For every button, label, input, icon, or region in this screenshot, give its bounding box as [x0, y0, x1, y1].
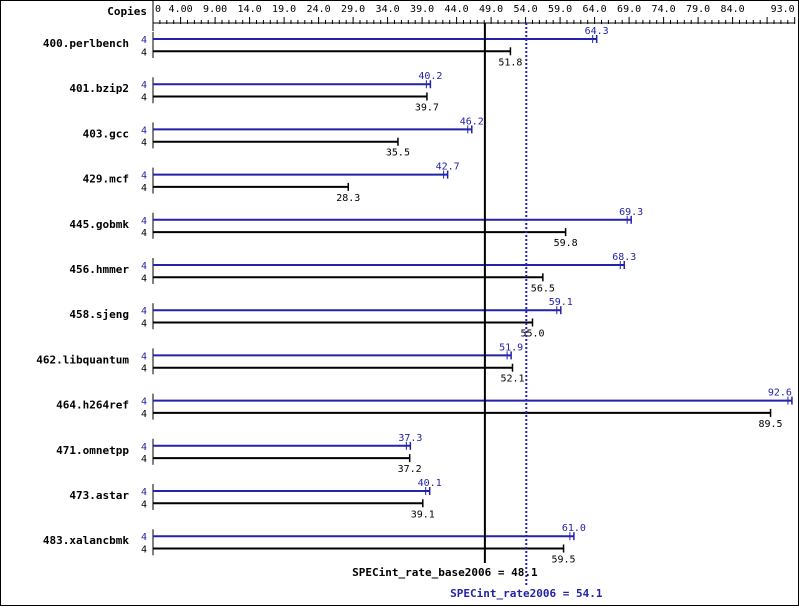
benchmark-label: 464.h264ref [56, 399, 129, 412]
tick-label: 9.00 [203, 4, 227, 15]
tick-label: 34.0 [376, 4, 400, 15]
copies-value: 4 [141, 319, 147, 330]
copies-value: 4 [141, 454, 147, 465]
copies-value: 4 [141, 364, 147, 375]
tick-label: 39.0 [410, 4, 434, 15]
copies-value: 4 [141, 125, 147, 136]
base-reference-label: SPECint_rate_base2006 = 48.1 [352, 566, 538, 579]
benchmark-label: 473.astar [69, 489, 129, 502]
peak-value-label: 64.3 [585, 26, 609, 37]
copies-value: 4 [141, 183, 147, 194]
benchmark-label: 445.gobmk [69, 218, 129, 231]
tick-label: 44.0 [445, 4, 469, 15]
tick-label: 93.0 [771, 4, 795, 15]
base-value-label: 37.2 [398, 464, 422, 475]
copies-value: 4 [141, 351, 147, 362]
benchmark-label: 456.hmmer [69, 263, 129, 276]
benchmark-label: 458.sjeng [69, 308, 129, 321]
tick-label: 0 [155, 4, 161, 15]
copies-value: 4 [141, 35, 147, 46]
tick-label: 19.0 [272, 4, 296, 15]
base-value-label: 39.7 [415, 103, 439, 114]
copies-value: 4 [141, 442, 147, 453]
base-value-label: 51.8 [498, 57, 522, 68]
copies-value: 4 [141, 306, 147, 317]
peak-value-label: 40.2 [418, 71, 442, 82]
tick-label: 69.0 [617, 4, 641, 15]
copies-value: 4 [141, 545, 147, 556]
peak-value-label: 61.0 [562, 523, 586, 534]
tick-label: 49.0 [479, 4, 503, 15]
tick-label: 14.0 [238, 4, 262, 15]
tick-label: 74.0 [652, 4, 676, 15]
peak-value-label: 59.1 [549, 297, 573, 308]
peak-value-label: 69.3 [619, 207, 643, 218]
peak-value-label: 51.9 [499, 342, 523, 353]
benchmark-label: 462.libquantum [36, 353, 129, 366]
tick-label: 84.0 [721, 4, 745, 15]
tick-label: 4.00 [169, 4, 193, 15]
peak-value-label: 92.6 [768, 388, 792, 399]
peak-reference-label: SPECint_rate2006 = 54.1 [450, 587, 603, 600]
tick-label: 59.0 [548, 4, 572, 15]
copies-value: 4 [141, 532, 147, 543]
base-value-label: 59.8 [554, 238, 578, 249]
copies-value: 4 [141, 499, 147, 510]
base-value-label: 28.3 [336, 193, 360, 204]
copies-value: 4 [141, 216, 147, 227]
tick-label: 54.0 [514, 4, 538, 15]
base-value-label: 39.1 [411, 509, 435, 520]
peak-value-label: 46.2 [460, 116, 484, 127]
tick-label: 29.0 [341, 4, 365, 15]
copies-value: 4 [141, 80, 147, 91]
copies-header: Copies [107, 5, 147, 18]
benchmark-label: 401.bzip2 [69, 82, 129, 95]
base-value-label: 56.5 [531, 283, 555, 294]
base-value-label: 52.1 [500, 374, 524, 385]
copies-value: 4 [141, 171, 147, 182]
base-value-label: 35.5 [386, 148, 410, 159]
copies-value: 4 [141, 261, 147, 272]
base-value-label: 59.5 [552, 555, 576, 566]
benchmark-label: 471.omnetpp [56, 444, 129, 457]
peak-value-label: 42.7 [436, 162, 460, 173]
copies-value: 4 [141, 47, 147, 58]
peak-value-label: 37.3 [398, 433, 422, 444]
tick-label: 79.0 [686, 4, 710, 15]
copies-value: 4 [141, 409, 147, 420]
base-value-label: 89.5 [759, 419, 783, 430]
copies-value: 4 [141, 228, 147, 239]
copies-value: 4 [141, 397, 147, 408]
benchmark-label: 400.perlbench [43, 37, 129, 50]
peak-value-label: 40.1 [418, 478, 442, 489]
benchmark-label: 429.mcf [83, 173, 129, 186]
peak-value-label: 68.3 [612, 252, 636, 263]
tick-label: 24.0 [307, 4, 331, 15]
copies-value: 4 [141, 138, 147, 149]
base-value-label: 55.0 [520, 329, 544, 340]
copies-value: 4 [141, 93, 147, 104]
benchmark-label: 403.gcc [83, 127, 129, 140]
tick-label: 64.0 [583, 4, 607, 15]
benchmark-label: 483.xalancbmk [43, 534, 129, 547]
copies-value: 4 [141, 487, 147, 498]
copies-value: 4 [141, 273, 147, 284]
